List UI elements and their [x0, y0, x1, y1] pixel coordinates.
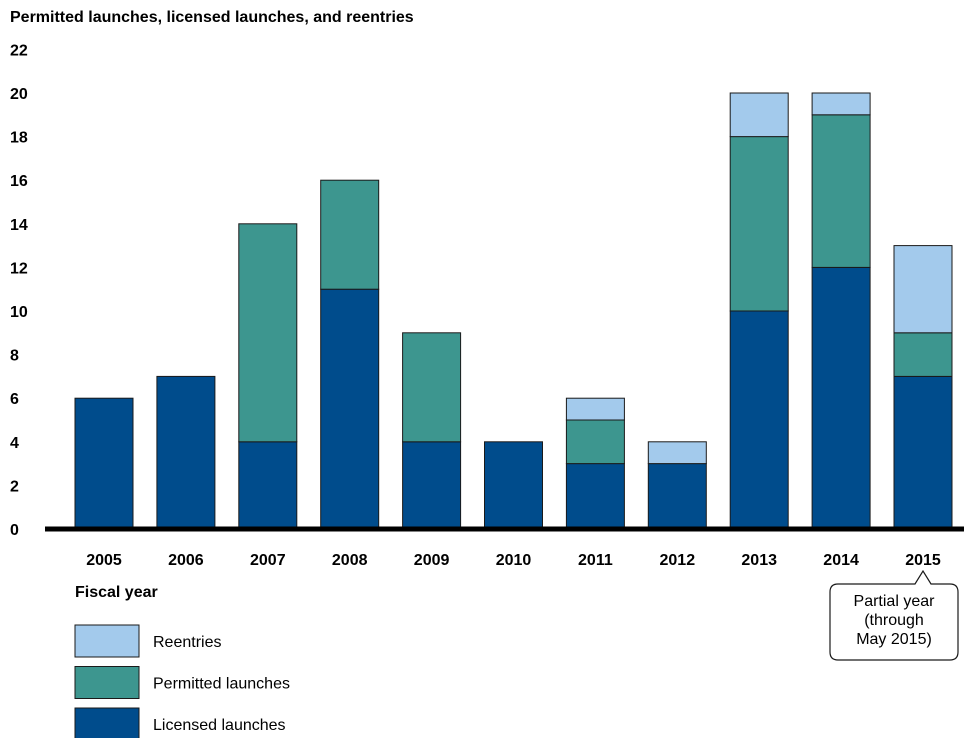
legend: Reentries Permitted launches Licensed laun…: [74, 624, 290, 738]
bar-segment: [893, 332, 953, 377]
y-tick-label: 2: [10, 478, 19, 495]
bar-segment: [729, 92, 789, 138]
callout-text: May 2015): [856, 631, 932, 648]
callout-text: (through: [864, 612, 924, 629]
x-tick-label: 2013: [741, 552, 777, 569]
bar-segment: [156, 375, 216, 530]
partial-year-callout: Partial year (through May 2015): [829, 569, 959, 661]
x-axis-ticks: 2005 2006 2007 2008 2009 2010 2011 2012 2013 2014…: [86, 552, 941, 569]
y-tick-label: 14: [10, 217, 28, 234]
bar-segment: [565, 419, 625, 465]
y-tick-label: 8: [10, 348, 19, 365]
y-tick-label: 10: [10, 304, 28, 321]
callout-box: [829, 569, 959, 661]
bar-segment: [811, 114, 871, 268]
bar-segment: [647, 441, 707, 465]
legend-label: Reentries: [153, 634, 221, 651]
bar-segment: [402, 332, 462, 443]
bar-segment: [320, 288, 380, 530]
bar-segment: [811, 92, 871, 116]
x-tick-label: 2012: [660, 552, 696, 569]
chart-title: Permitted launches, licensed launches, a…: [10, 9, 414, 26]
bar-segment: [484, 441, 543, 530]
x-axis-title: Fiscal year: [75, 584, 158, 601]
y-tick-label: 20: [10, 86, 28, 103]
bars: [74, 92, 953, 530]
y-tick-label: 16: [10, 173, 28, 190]
bar-segment: [729, 310, 789, 530]
bar-segment: [565, 397, 625, 421]
legend-swatch: [74, 707, 140, 738]
x-tick-label: 2006: [168, 552, 204, 569]
x-tick-label: 2014: [823, 552, 859, 569]
bar-segment: [238, 223, 298, 443]
bar-segment: [74, 397, 134, 530]
bar-segment: [893, 245, 953, 334]
x-tick-label: 2005: [86, 552, 122, 569]
bar-segment: [238, 441, 298, 530]
x-tick-label: 2009: [414, 552, 450, 569]
legend-swatch: [74, 624, 140, 658]
bar-segment: [565, 463, 625, 530]
legend-label: Licensed launches: [153, 717, 286, 734]
bar-segment: [811, 266, 871, 530]
legend-swatch: [74, 666, 140, 699]
bar-segment: [647, 463, 707, 530]
bar-segment: [893, 375, 953, 530]
bar-segment: [729, 136, 789, 312]
y-tick-label: 22: [10, 42, 28, 59]
x-tick-label: 2008: [332, 552, 368, 569]
x-tick-label: 2015: [905, 552, 941, 569]
y-tick-label: 6: [10, 391, 19, 408]
y-axis-ticks: 0 2 4 6 8 10 12 14 16 18 20 22: [10, 42, 28, 539]
bar-segment: [320, 179, 380, 290]
x-tick-label: 2007: [250, 552, 286, 569]
callout-text: Partial year: [854, 593, 936, 610]
legend-label: Permitted launches: [153, 676, 290, 693]
y-tick-label: 18: [10, 130, 28, 147]
y-tick-label: 0: [10, 522, 19, 539]
bar-segment: [402, 441, 462, 530]
x-tick-label: 2010: [496, 552, 532, 569]
y-tick-label: 12: [10, 260, 28, 277]
y-tick-label: 4: [10, 435, 19, 452]
x-tick-label: 2011: [578, 552, 613, 569]
